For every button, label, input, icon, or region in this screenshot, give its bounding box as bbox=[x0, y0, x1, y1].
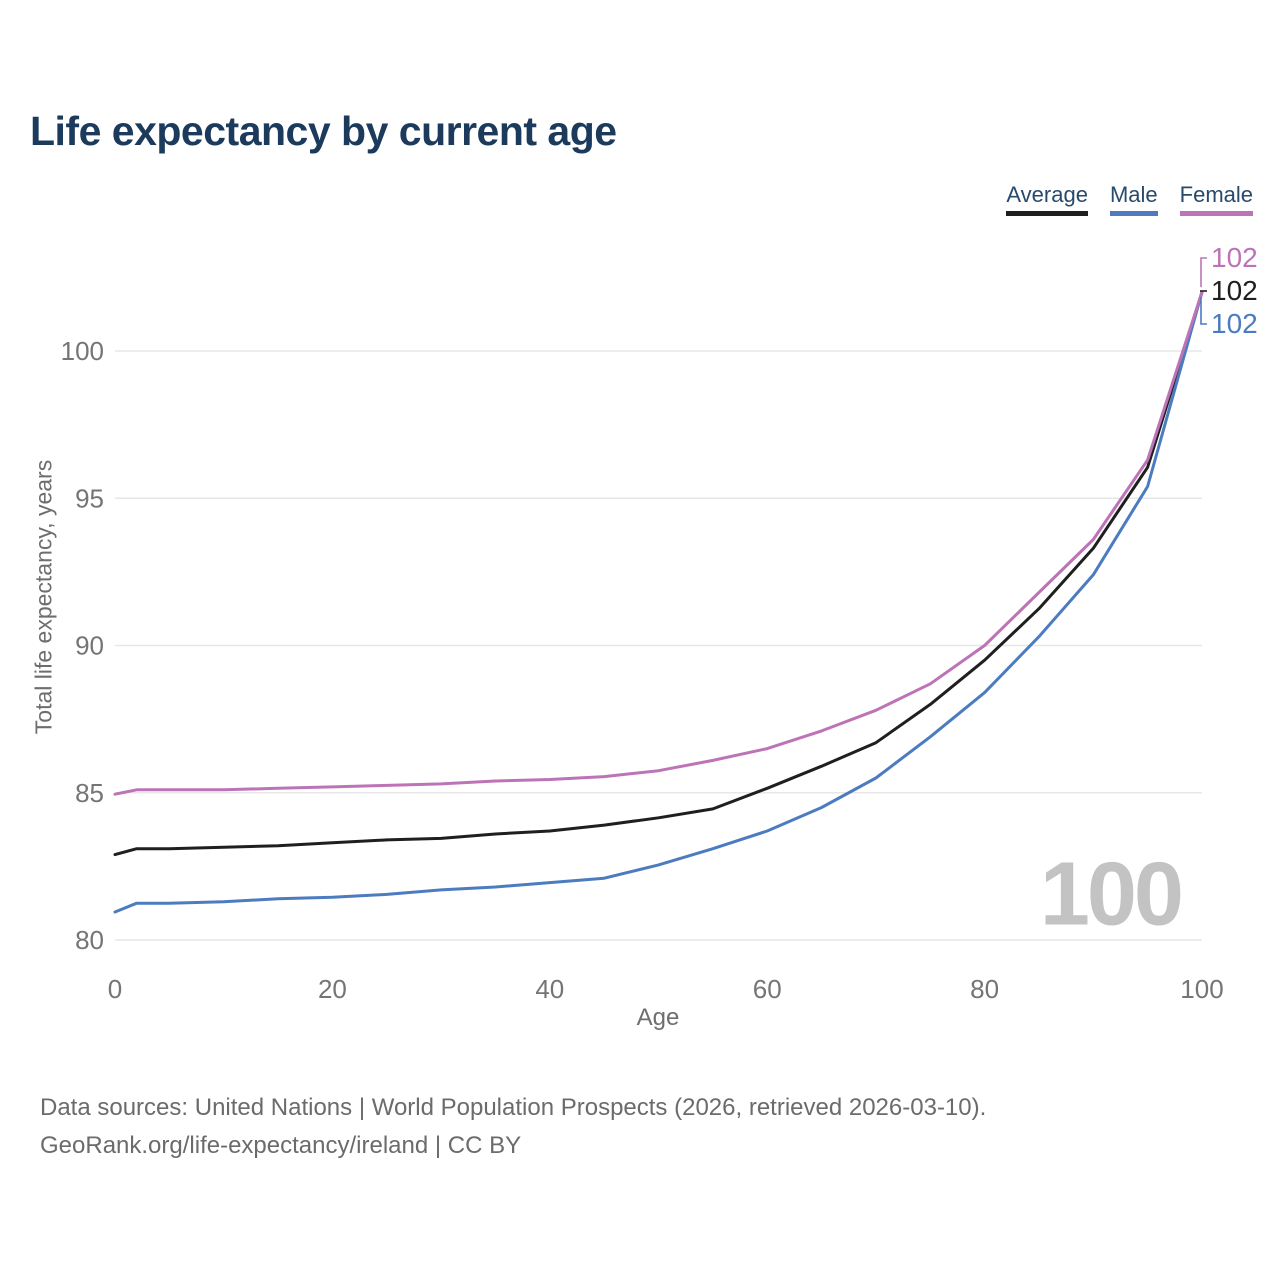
legend-label-male: Male bbox=[1109, 182, 1158, 207]
y-tick-90: 90 bbox=[75, 631, 104, 661]
y-tick-85: 85 bbox=[75, 778, 104, 808]
legend-label-female: Female bbox=[1179, 182, 1253, 207]
x-tick-80: 80 bbox=[970, 974, 999, 1004]
legend-swatch-female bbox=[1179, 211, 1253, 216]
x-axis-title: Age bbox=[636, 1004, 680, 1031]
end-label-female: 102 bbox=[1211, 242, 1258, 273]
y-tick-95: 95 bbox=[75, 483, 104, 513]
y-axis-title: Total life expectancy, years bbox=[30, 459, 57, 735]
legend-item-female[interactable]: Female bbox=[1179, 182, 1253, 216]
footer-sources-line: Data sources: United Nations | World Pop… bbox=[40, 1094, 987, 1121]
y-tick-100: 100 bbox=[61, 336, 104, 366]
legend-swatch-male bbox=[1109, 211, 1158, 216]
series-line-average bbox=[113, 290, 1204, 857]
x-tick-20: 20 bbox=[318, 974, 347, 1004]
legend-item-male[interactable]: Male bbox=[1109, 182, 1158, 216]
end-connector-male bbox=[1200, 297, 1207, 325]
x-tick-40: 40 bbox=[535, 974, 564, 1004]
watermark-age: 100 bbox=[1039, 844, 1184, 945]
x-tick-100: 100 bbox=[1180, 974, 1223, 1004]
footer: Data sources: United Nations | World Pop… bbox=[40, 1089, 986, 1165]
end-label-average: 102 bbox=[1211, 275, 1258, 306]
x-tick-0: 0 bbox=[108, 974, 122, 1004]
end-label-male: 102 bbox=[1211, 308, 1258, 339]
end-connector-female bbox=[1200, 257, 1207, 288]
legend-label-average: Average bbox=[1006, 182, 1088, 207]
y-tick-80: 80 bbox=[75, 925, 104, 955]
plot-svg: 80 85 90 95 100 0 20 40 60 80 100 bbox=[61, 257, 1224, 1004]
legend-item-average[interactable]: Average bbox=[1006, 182, 1088, 216]
footer-attribution-line: GeoRank.org/life-expectancy/ireland | CC… bbox=[40, 1132, 522, 1159]
series-line-male bbox=[113, 290, 1204, 914]
chart-title: Life expectancy by current age bbox=[30, 108, 617, 154]
x-tick-60: 60 bbox=[753, 974, 782, 1004]
legend: Average Male Female bbox=[1006, 182, 1253, 216]
series-line-female bbox=[113, 290, 1204, 796]
legend-swatch-average bbox=[1006, 211, 1088, 216]
